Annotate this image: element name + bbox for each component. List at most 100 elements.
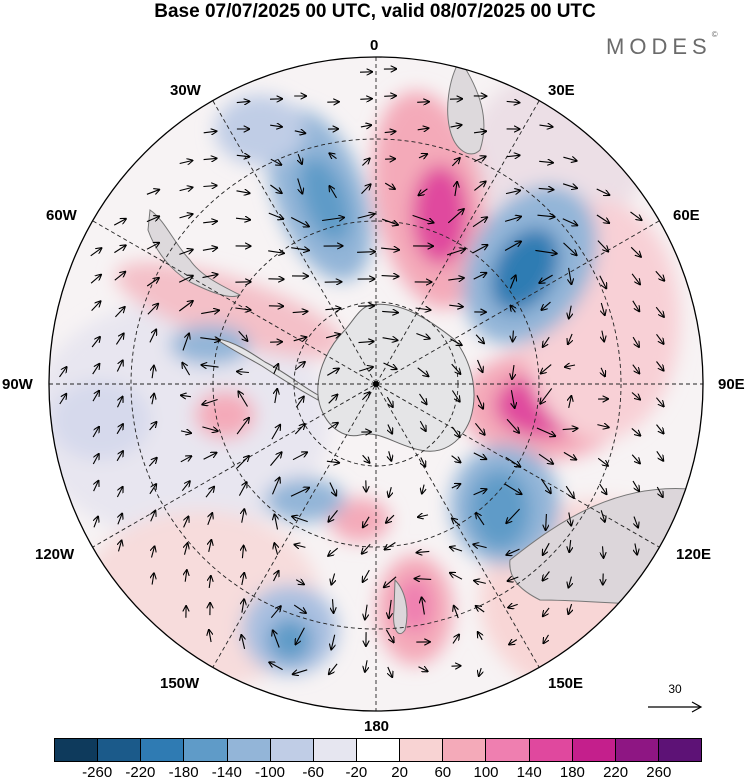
wind-vector (476, 513, 485, 526)
wind-vector (632, 300, 639, 311)
wind-vector (603, 546, 604, 557)
reference-vector-arrow (648, 701, 703, 713)
wind-vector (179, 214, 193, 218)
wind-vector (236, 155, 249, 156)
colorbar (54, 738, 702, 762)
wind-vector (148, 458, 156, 467)
wind-vector (417, 367, 429, 376)
wind-vector (388, 666, 392, 677)
wind-vector (474, 157, 485, 163)
wind-vector (416, 332, 429, 339)
wind-vector (417, 128, 429, 130)
wind-vector (180, 456, 191, 463)
lon-label-0: 0 (370, 37, 379, 54)
wind-vector (508, 577, 519, 581)
wind-vector (152, 394, 154, 405)
wind-vector (236, 101, 249, 102)
colorbar-swatch (55, 739, 99, 761)
wind-vector (290, 217, 309, 227)
wind-vector (359, 367, 373, 371)
wind-vector (546, 513, 547, 530)
wind-vector (270, 452, 282, 466)
wind-vector (504, 483, 522, 494)
wind-vector (569, 396, 572, 409)
antarctica-coastline (317, 303, 475, 452)
lon-label-30e: 30E (548, 82, 575, 99)
wind-vector (632, 336, 639, 347)
wind-vector (146, 216, 159, 223)
wind-vector (113, 219, 126, 226)
new-zealand-coastline (393, 578, 408, 635)
wind-vector (597, 425, 608, 428)
wind-vector (562, 183, 577, 188)
wind-vector (540, 478, 550, 493)
wind-vector (294, 424, 304, 435)
wind-vector (631, 427, 640, 435)
wind-vector (473, 131, 486, 133)
wind-vector (202, 274, 218, 277)
wind-vector (149, 330, 156, 343)
wind-vector (512, 365, 514, 379)
wind-vector (238, 330, 248, 341)
wind-vector (293, 604, 306, 613)
africa-coastline (447, 59, 485, 155)
wind-vector (114, 245, 125, 254)
wind-vector (473, 452, 486, 459)
wind-vector (543, 607, 550, 616)
wind-vector (118, 514, 122, 525)
wind-vector (149, 484, 156, 495)
wind-vector (203, 186, 216, 187)
wind-vector (385, 542, 396, 550)
wind-vector (450, 573, 463, 580)
wind-vector (506, 101, 520, 102)
wind-vector (540, 388, 553, 403)
wind-vector (543, 336, 550, 347)
wind-vector (385, 629, 393, 642)
wind-vector (449, 305, 462, 307)
wind-vector (235, 218, 250, 220)
wind-vector (242, 599, 244, 613)
wind-vector (185, 543, 188, 555)
lon-label-30w: 30W (170, 82, 201, 99)
wind-vector (565, 365, 576, 367)
wind-vector (513, 330, 514, 342)
wind-vector (597, 457, 608, 465)
wind-vector (236, 456, 249, 469)
wind-vector (292, 452, 307, 461)
wind-vector (90, 275, 101, 284)
wind-vector (274, 364, 278, 375)
wind-vector (333, 599, 334, 613)
colorbar-swatch (141, 739, 185, 761)
wind-vector (382, 218, 398, 225)
wind-vector (152, 366, 154, 379)
wind-vector (327, 423, 338, 430)
wind-vector (562, 428, 578, 429)
wind-vector (329, 510, 338, 521)
wind-vector (541, 364, 552, 374)
wind-vector (237, 372, 249, 373)
wind-vector (388, 424, 392, 434)
wind-vector (328, 395, 338, 404)
wind-vector (505, 190, 520, 193)
wind-vector (384, 96, 396, 97)
wind-vector (209, 540, 212, 553)
wind-vector (568, 333, 572, 344)
wind-vector (116, 424, 123, 435)
wind-vector (208, 513, 212, 525)
wind-vector (181, 395, 191, 396)
lon-label-150e: 150E (548, 675, 584, 692)
colorbar-ticks: -260 -220 -180 -140 -100 -60 -20 20 60 100 140 180 2… (0, 764, 750, 782)
wind-vector (631, 273, 640, 284)
wind-vector (271, 478, 280, 495)
wind-vector (178, 276, 193, 283)
wind-vector (596, 214, 609, 223)
colorbar-swatch (443, 739, 487, 761)
wind-vector (298, 153, 302, 164)
wind-vector (362, 454, 370, 462)
brand-mark: © (711, 30, 718, 39)
wind-vector (602, 330, 604, 342)
wind-vector (275, 389, 277, 404)
wind-vector (92, 427, 99, 438)
wind-vector (422, 484, 424, 494)
